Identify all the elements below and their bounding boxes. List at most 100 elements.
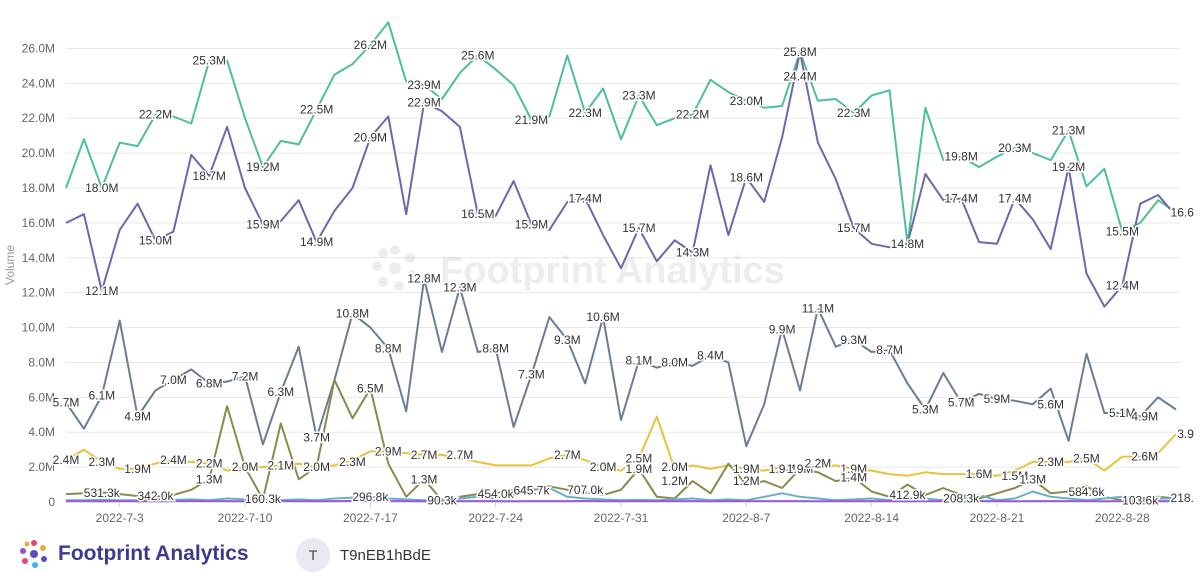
data-label: 2.3M — [1037, 455, 1064, 469]
y-tick-label: 16.0M — [22, 216, 55, 230]
data-label: 7.0M — [160, 373, 187, 387]
data-label: 10.8M — [336, 307, 369, 321]
data-label: 3.7M — [303, 430, 330, 444]
footprint-logo-icon — [18, 538, 50, 570]
data-label: 9.3M — [840, 333, 867, 347]
data-label: 17.4M — [998, 191, 1031, 205]
data-label: 20.9M — [354, 130, 387, 144]
data-label: 2.0M — [303, 460, 330, 474]
data-label: 22.3M — [569, 106, 602, 120]
data-label: 25.3M — [193, 54, 226, 68]
data-label: 10.6M — [586, 310, 619, 324]
x-tick-label: 2022-7-24 — [468, 511, 523, 525]
y-tick-label: 22.0M — [22, 111, 55, 125]
data-label: 5.7M — [53, 396, 80, 410]
data-label: 531.3k — [84, 486, 121, 500]
chart-svg: 02.0M4.0M6.0M8.0M10.0M12.0M14.0M16.0M18.… — [0, 0, 1200, 530]
user-name: T9nEB1hBdE — [340, 547, 431, 564]
data-label: 14.9M — [300, 235, 333, 249]
y-tick-label: 8.0M — [28, 355, 55, 369]
x-tick-label: 2022-7-31 — [594, 511, 649, 525]
data-label: 2.7M — [447, 448, 474, 462]
data-label: 1.3M — [196, 472, 223, 486]
data-label: 6.3M — [267, 385, 294, 399]
data-label: 103.6k — [1122, 493, 1159, 507]
y-tick-label: 10.0M — [22, 321, 55, 335]
footer: Footprint Analytics T T9nEB1hBdE — [0, 530, 1200, 570]
data-label: 218. — [1171, 491, 1194, 505]
data-label: 25.8M — [783, 45, 816, 59]
x-tick-label: 2022-8-28 — [1095, 511, 1150, 525]
data-label: 160.3k — [245, 492, 282, 506]
data-label: 22.2M — [676, 108, 709, 122]
x-tick-label: 2022-8-14 — [844, 511, 899, 525]
data-label: 2.1M — [267, 458, 294, 472]
data-label: 4.9M — [124, 410, 151, 424]
y-axis-title: Volume — [3, 245, 17, 285]
data-label: 6.5M — [357, 382, 384, 396]
data-label: 1.3M — [1019, 472, 1046, 486]
data-label: 1.9M — [626, 462, 653, 476]
data-label: 24.4M — [783, 69, 816, 83]
data-label: 17.4M — [944, 191, 977, 205]
data-label: 19.8M — [944, 150, 977, 164]
data-label: 20.3M — [998, 141, 1031, 155]
user-badge[interactable]: T T9nEB1hBdE — [296, 538, 431, 572]
data-label: 3.9 — [1177, 427, 1194, 441]
data-label: 23.0M — [730, 94, 763, 108]
data-label: 5.9M — [984, 392, 1011, 406]
data-label: 8.8M — [482, 341, 509, 355]
brand-name: Footprint Analytics — [58, 542, 249, 566]
data-label: 18.7M — [193, 169, 226, 183]
data-label: 15.0M — [139, 233, 172, 247]
data-label: 15.9M — [246, 218, 279, 232]
data-label: 412.9k — [889, 488, 926, 502]
data-label: 18.0M — [85, 181, 118, 195]
data-label: 645.7k — [513, 484, 550, 498]
y-tick-label: 18.0M — [22, 181, 55, 195]
data-label: 22.5M — [300, 103, 333, 117]
y-tick-label: 0 — [48, 495, 55, 509]
data-label: 2.7M — [411, 448, 438, 462]
data-label: 2.0M — [232, 460, 259, 474]
data-label: 2.9M — [375, 444, 402, 458]
data-label: 15.7M — [837, 221, 870, 235]
data-label: 2.0M — [661, 460, 688, 474]
data-label: 18.6M — [730, 171, 763, 185]
data-label: 8.4M — [697, 348, 724, 362]
data-label: 19.2M — [246, 160, 279, 174]
data-label: 21.9M — [515, 113, 548, 127]
data-label: 22.2M — [139, 108, 172, 122]
data-label: 6.8M — [196, 376, 223, 390]
brand[interactable]: Footprint Analytics — [18, 538, 249, 570]
data-label: 2.3M — [339, 455, 366, 469]
y-tick-label: 26.0M — [22, 41, 55, 55]
data-label: 2.4M — [53, 453, 80, 467]
data-label: 2.2M — [805, 457, 832, 471]
data-label: 2.5M — [1073, 451, 1100, 465]
data-label: 296.8k — [352, 490, 389, 504]
data-label: 707.0k — [567, 483, 604, 497]
data-label: 11.1M — [802, 301, 834, 315]
y-tick-label: 2.0M — [28, 460, 55, 474]
data-label: 8.0M — [661, 355, 688, 369]
series-line — [66, 52, 1176, 307]
data-label: 12.8M — [407, 272, 440, 286]
y-tick-label: 12.0M — [22, 286, 55, 300]
data-label: 9.9M — [769, 322, 796, 336]
data-label: 16.5M — [461, 207, 494, 221]
data-label: 8.1M — [626, 354, 653, 368]
data-label: 584.6k — [1068, 485, 1105, 499]
data-label: 1.2M — [661, 474, 688, 488]
data-label: 208.3k — [943, 491, 980, 505]
data-label: 15.7M — [622, 221, 655, 235]
data-label: 23.3M — [622, 89, 655, 103]
data-label: 2.0M — [590, 460, 617, 474]
x-tick-label: 2022-7-17 — [343, 511, 398, 525]
data-label: 2.6M — [1131, 450, 1158, 464]
data-label: 21.3M — [1052, 123, 1085, 137]
data-label: 1.9M — [124, 462, 151, 476]
data-label: 454.0k — [478, 487, 515, 501]
data-label: 14.3M — [676, 246, 709, 260]
data-label: 19.2M — [1052, 160, 1085, 174]
